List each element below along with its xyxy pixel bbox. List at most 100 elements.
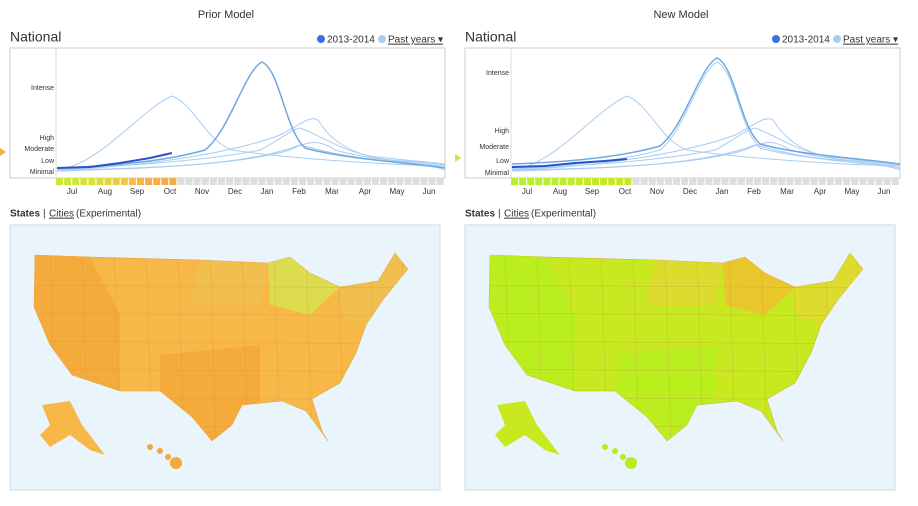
week-square (161, 178, 169, 185)
week-square (648, 178, 656, 185)
week-square (600, 178, 608, 185)
week-square (608, 178, 616, 185)
level-label: High (40, 135, 55, 142)
state-region (615, 345, 715, 441)
week-square (575, 178, 583, 185)
week-square (250, 178, 258, 185)
month-label: Jun (423, 187, 436, 196)
week-square (656, 178, 664, 185)
week-square (274, 178, 282, 185)
month-label: Jul (522, 187, 532, 196)
current-marker (455, 154, 461, 162)
tab-cities[interactable]: Cities (504, 209, 529, 220)
week-square (616, 178, 624, 185)
week-square (891, 178, 899, 185)
week-square (380, 178, 387, 185)
month-label: Aug (98, 187, 112, 196)
state-border (664, 253, 672, 441)
state-border (209, 253, 217, 441)
week-square (290, 178, 298, 185)
tab-states: States (10, 209, 40, 220)
week-square (428, 178, 436, 185)
level-label: High (495, 128, 510, 135)
past-season-line (511, 57, 901, 165)
month-label: Sep (130, 187, 145, 196)
week-square (632, 178, 640, 185)
panel: Prior Model National 2013-2014 Past years ▾… (0, 9, 446, 491)
hawaii (147, 444, 153, 450)
legend-past[interactable]: Past years ▾ (843, 35, 898, 46)
week-square (592, 178, 599, 185)
panel: New Model National 2013-2014 Past years ▾ In… (455, 9, 901, 491)
week-square (96, 178, 104, 185)
alaska (40, 401, 105, 455)
chart-title: National (465, 29, 516, 45)
week-square (851, 178, 859, 185)
week-square (843, 178, 851, 185)
state-region (489, 253, 575, 391)
legend-current: 2013-2014 (327, 35, 375, 46)
week-square (867, 178, 875, 185)
state-border (34, 284, 408, 289)
legend-past[interactable]: Past years ▾ (388, 35, 443, 46)
past-season-line (511, 118, 901, 171)
month-label: Dec (683, 187, 697, 196)
panel-heading: Prior Model (198, 9, 254, 21)
month-label: Dec (228, 187, 242, 196)
month-label: Feb (292, 187, 306, 196)
hawaii (625, 457, 637, 469)
state-border (489, 312, 863, 317)
week-square (826, 178, 834, 185)
month-label: Aug (553, 187, 567, 196)
week-square (705, 178, 713, 185)
week-square (786, 178, 794, 185)
panel-heading: New Model (653, 9, 708, 21)
week-square (737, 178, 745, 185)
hawaii (602, 444, 608, 450)
state-region (190, 260, 268, 305)
month-label: Oct (619, 187, 632, 196)
level-label: Minimal (30, 169, 55, 176)
month-label: Mar (325, 187, 339, 196)
tab-cities[interactable]: Cities (49, 209, 74, 220)
week-square (315, 178, 323, 185)
level-label: Low (41, 158, 55, 165)
week-square (721, 178, 729, 185)
level-label: Moderate (479, 144, 509, 151)
tab-separator: | (43, 209, 46, 220)
past-season-line (511, 95, 901, 171)
month-label: Oct (164, 187, 177, 196)
level-label: Intense (486, 70, 509, 77)
week-square (543, 178, 551, 185)
state-border (489, 284, 863, 289)
month-label: Apr (359, 187, 372, 196)
month-label: Nov (195, 187, 209, 196)
week-square (640, 178, 648, 185)
week-square (583, 178, 591, 185)
past-season-line (56, 61, 446, 169)
week-square (193, 178, 201, 185)
legend-dot (378, 35, 386, 43)
week-square (234, 178, 242, 185)
week-square (511, 178, 518, 185)
week-square (201, 178, 209, 185)
legend-current: 2013-2014 (782, 35, 830, 46)
state-border (760, 253, 768, 441)
week-square (697, 178, 705, 185)
legend-dot (317, 35, 325, 43)
state-region (340, 253, 408, 325)
week-square (185, 178, 193, 185)
state-border (305, 253, 313, 441)
week-square (396, 178, 404, 185)
week-square (762, 178, 770, 185)
week-square (347, 178, 355, 185)
state-region (34, 253, 120, 391)
current-season-line (56, 152, 173, 169)
state-region (723, 257, 795, 315)
month-label: Nov (650, 187, 664, 196)
week-square (835, 178, 842, 185)
state-region (160, 345, 260, 441)
legend-dot (833, 35, 841, 43)
level-label: Low (496, 158, 510, 165)
week-square (177, 178, 185, 185)
